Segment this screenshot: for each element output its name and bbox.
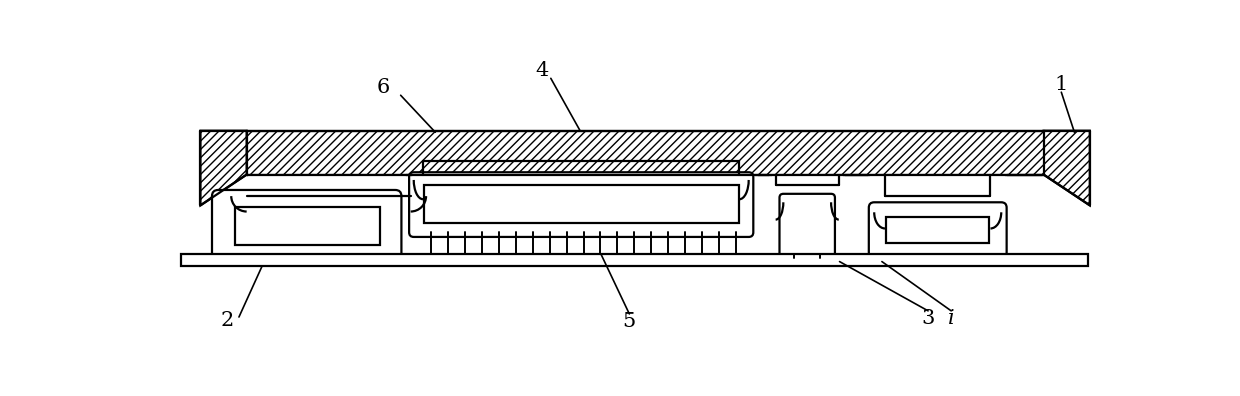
Text: 5: 5 [622,312,636,331]
Bar [248,174,418,189]
Text: i: i [947,309,955,328]
Polygon shape [201,131,247,206]
Bar [870,174,1006,189]
Text: 6: 6 [377,78,391,97]
Text: 4: 4 [534,61,548,80]
Bar [771,174,843,189]
Bar [236,207,379,246]
FancyBboxPatch shape [409,172,754,237]
Bar [181,254,1089,266]
Bar [410,173,753,196]
Bar [424,185,739,223]
Polygon shape [1044,131,1090,206]
Bar [408,174,755,189]
Bar [247,131,1044,175]
FancyBboxPatch shape [780,194,835,262]
FancyBboxPatch shape [212,190,402,263]
Text: 3: 3 [921,309,935,328]
Text: 1: 1 [1055,75,1068,94]
Text: 2: 2 [221,311,234,330]
FancyBboxPatch shape [869,202,1007,258]
Bar [885,217,990,243]
